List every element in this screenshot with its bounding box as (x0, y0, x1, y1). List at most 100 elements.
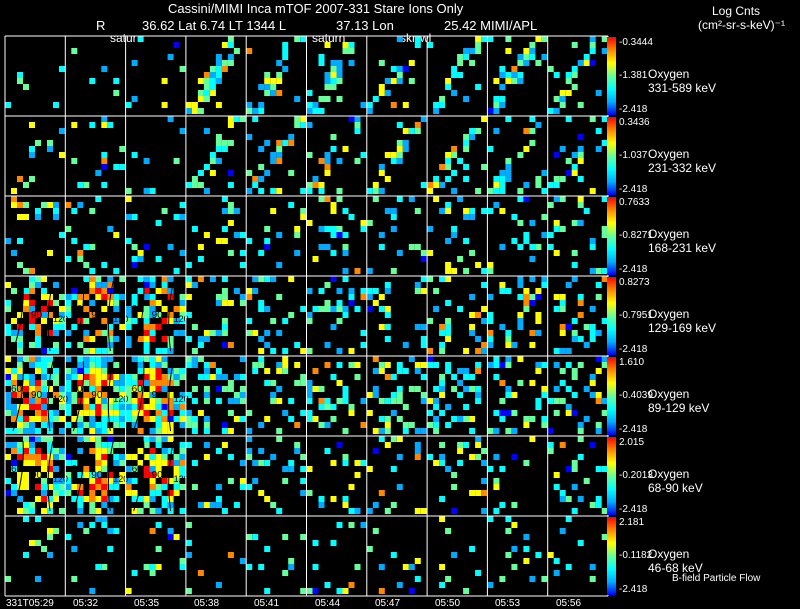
heatmap-cell (457, 196, 464, 202)
heatmap-cell (149, 528, 156, 534)
heatmap-cell (131, 570, 138, 576)
heatmap-cell (384, 324, 391, 330)
heatmap-cell (511, 546, 518, 552)
heatmap-cell (276, 508, 283, 514)
heatmap-cell (457, 448, 464, 454)
heatmap-cell (336, 348, 343, 354)
heatmap-cell (475, 42, 482, 48)
heatmap-cell (330, 66, 337, 72)
heatmap-cell (577, 362, 584, 368)
heatmap-cell (125, 374, 132, 380)
heatmap-cell (294, 362, 301, 368)
heatmap-cell (595, 502, 602, 508)
heatmap-cell (149, 416, 156, 422)
heatmap-cell (29, 540, 35, 546)
heatmap-cell (294, 250, 301, 256)
heatmap-cell (227, 398, 234, 404)
heatmap-cell (324, 422, 331, 428)
heatmap-cell (505, 170, 512, 176)
heatmap-cell (59, 324, 65, 330)
heatmap-cell (101, 460, 108, 466)
heatmap-cell (143, 330, 150, 336)
heatmap-cell (547, 448, 554, 454)
heatmap-cell (384, 336, 391, 342)
heatmap-cell (17, 392, 23, 398)
heatmap-cell (475, 362, 482, 368)
heatmap-cell (529, 116, 536, 122)
heatmap-cell (35, 336, 41, 342)
heatmap-cell (517, 72, 524, 78)
heatmap-cell (191, 102, 198, 108)
time-tick-label: 05:32 (73, 598, 99, 609)
heatmap-cell (360, 398, 367, 404)
heatmap-cell (215, 60, 222, 66)
heatmap-cell (53, 342, 59, 348)
heatmap-cell (35, 410, 41, 416)
heatmap-cell (384, 312, 391, 318)
heatmap-cell (499, 188, 506, 194)
heatmap-cell (167, 478, 174, 484)
heatmap-cell (595, 368, 602, 374)
heatmap-cell (420, 374, 427, 380)
heatmap-cell (414, 448, 421, 454)
heatmap-cell (125, 380, 132, 386)
heatmap-cell (535, 36, 542, 42)
heatmap-cell (17, 374, 23, 380)
heatmap-cell (191, 176, 198, 182)
heatmap-cell (384, 176, 391, 182)
heatmap-cell (372, 528, 379, 534)
heatmap-cell (23, 398, 29, 404)
heatmap-cell (294, 232, 301, 238)
heatmap-cell (288, 558, 295, 564)
heatmap-cell (239, 116, 246, 122)
heatmap-cell (101, 158, 108, 164)
heatmap-cell (107, 546, 114, 552)
heatmap-cell (131, 386, 138, 392)
heatmap-cell (203, 128, 210, 134)
heatmap-cell (65, 410, 72, 416)
heatmap-cell (227, 208, 234, 214)
heatmap-cell (65, 368, 72, 374)
heatmap-cell (215, 496, 222, 502)
heatmap-cell (167, 410, 174, 416)
heatmap-cell (258, 108, 265, 114)
heatmap-cell (47, 436, 53, 442)
heatmap-cell (233, 374, 240, 380)
heatmap-cell (451, 226, 458, 232)
heatmap-cell (499, 96, 506, 102)
heatmap-cell (529, 48, 536, 54)
heatmap-cell (396, 368, 403, 374)
heatmap-cell (149, 188, 156, 194)
heatmap-cell (535, 552, 542, 558)
heatmap-cell (161, 306, 168, 312)
heatmap-cell (41, 362, 47, 368)
heatmap-cell (300, 208, 307, 214)
heatmap-cell (523, 306, 530, 312)
heatmap-cell (29, 146, 35, 152)
heatmap-cell (77, 318, 84, 324)
heatmap-cell (565, 324, 572, 330)
heatmap-cell (414, 122, 421, 128)
heatmap-cell (547, 202, 554, 208)
heatmap-cell (517, 324, 524, 330)
heatmap-cell (41, 398, 47, 404)
heatmap-cell (330, 60, 337, 66)
heatmap-cell (414, 386, 421, 392)
heatmap-cell (89, 362, 96, 368)
colorbar-mid-label: -0.7951 (619, 310, 653, 321)
time-tick-label: 05:38 (194, 598, 220, 609)
heatmap-cell (559, 306, 566, 312)
heatmap-cell (433, 460, 440, 466)
heatmap-cell (499, 84, 506, 90)
heatmap-cell (523, 300, 530, 306)
heatmap-cell (354, 128, 361, 134)
heatmap-cell (342, 502, 349, 508)
heatmap-cell (300, 122, 307, 128)
heatmap-cell (5, 306, 11, 312)
pitch-contour-label: 90 (31, 470, 43, 481)
heatmap-cell (541, 214, 548, 220)
heatmap-cell (583, 54, 590, 60)
heatmap-cell (107, 356, 114, 362)
heatmap-cell (83, 294, 90, 300)
heatmap-cell (23, 552, 29, 558)
